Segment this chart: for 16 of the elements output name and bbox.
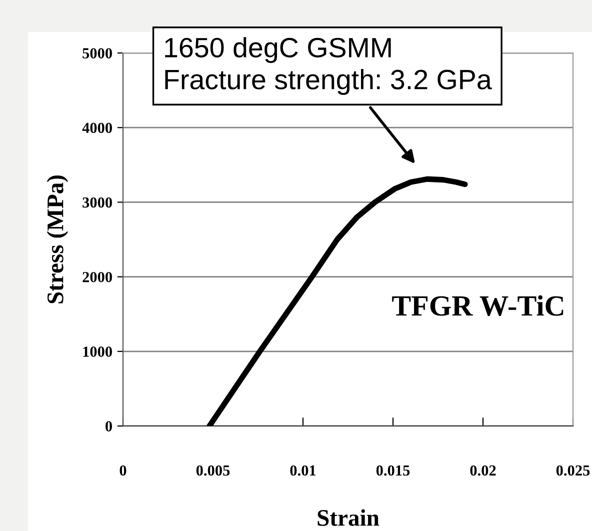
y-tick-label: 3000: [82, 197, 112, 208]
x-tick-label: 0.015: [376, 465, 410, 476]
y-tick-label: 2000: [82, 272, 112, 282]
y-tick-label: 5000: [82, 48, 112, 58]
x-tick-label: 0.01: [290, 465, 316, 476]
annotation: 1650 degC GSMM Fracture strength: 3.2 GPa: [165, 37, 492, 95]
y-axis-title: Stress (MPa): [46, 176, 68, 304]
x-tick-label: 0: [120, 465, 126, 476]
x-axis-title: Strain: [318, 509, 380, 526]
x-tick-label: 0.02: [470, 465, 496, 476]
x-tick-label: 0.005: [196, 465, 230, 476]
y-tick-label: 0: [106, 421, 112, 432]
x-tick-label: 0.025: [556, 465, 590, 476]
text: TFGR W-TiC: [392, 295, 564, 316]
y-tick-label: 1000: [83, 346, 112, 357]
y-tick-label: 4000: [82, 122, 112, 134]
